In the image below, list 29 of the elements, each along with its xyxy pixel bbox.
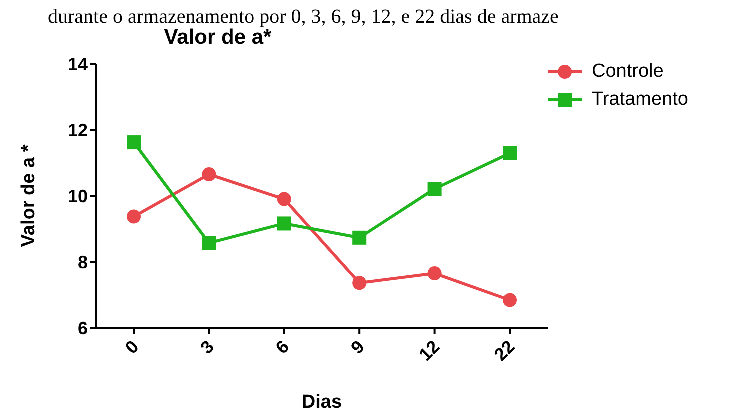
- y-tick-label: 8: [78, 252, 88, 272]
- point: [352, 276, 367, 290]
- x-tick-label: 6: [272, 336, 294, 358]
- y-tick-label: 12: [68, 120, 88, 140]
- x-tick-label: 22: [490, 336, 519, 365]
- point: [127, 210, 141, 224]
- x-tick-label: 9: [347, 336, 368, 358]
- legend-label: Controle: [592, 61, 664, 83]
- y-tick-label: 14: [68, 54, 88, 74]
- legend-label: Tratamento: [592, 89, 688, 111]
- point: [503, 293, 517, 308]
- point: [428, 266, 442, 281]
- point: [127, 136, 141, 150]
- x-tick-label: 12: [415, 336, 444, 365]
- point: [277, 192, 292, 206]
- x-tick-label: 0: [122, 336, 143, 358]
- point: [202, 168, 216, 182]
- point: [202, 236, 216, 250]
- point: [428, 182, 442, 196]
- y-tick-label: 6: [78, 318, 88, 338]
- text: durante o armazenamento por 0, 3, 6, 9, 12, e 22 dias de armaze: [48, 6, 559, 28]
- y-axis-title: Valor de a *: [18, 144, 40, 248]
- point: [352, 230, 367, 245]
- y-tick-label: 10: [68, 186, 88, 206]
- chart-title: Valor de a*: [163, 26, 272, 50]
- point: [277, 216, 292, 231]
- x-axis-title: Dias: [302, 392, 342, 413]
- x-tick-label: 3: [196, 336, 218, 358]
- point: [503, 146, 517, 160]
